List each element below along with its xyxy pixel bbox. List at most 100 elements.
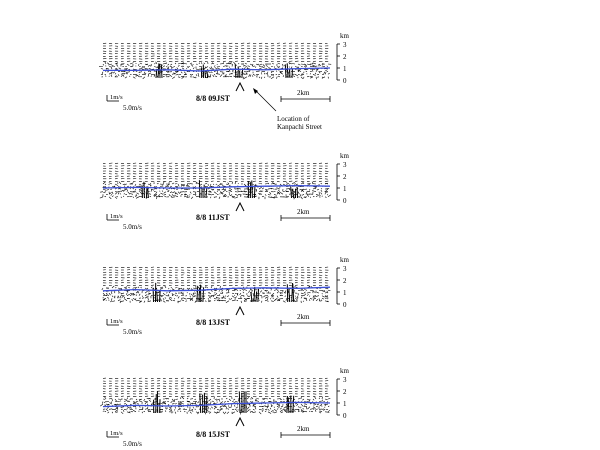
wind-vector [106,297,110,299]
wind-vector [219,183,224,185]
wind-vector [228,406,233,409]
axis-unit-label: km [340,256,350,264]
wind-vector [190,196,194,200]
wind-vector [323,71,326,74]
wind-vector [114,72,117,75]
wind-vector [218,290,221,292]
wind-vector [183,71,187,75]
wind-vector [104,61,107,65]
wind-vector [167,71,170,73]
updraft-vector [288,287,291,303]
wind-vector [160,192,164,195]
wind-vector [255,74,258,76]
wind-vector [203,62,206,65]
wind-vector [209,408,212,410]
wind-vector [321,299,323,301]
wind-vector [257,63,260,65]
street-location-marker [235,416,245,427]
wind-vector [276,404,281,407]
wind-vector [318,397,321,400]
wind-vector [316,403,320,405]
wind-vector [114,196,118,199]
wind-vector [181,67,185,70]
wind-vector [107,411,110,414]
wind-vector [105,294,107,296]
wind-vector [144,294,148,296]
wind-vector [239,292,242,296]
wind-vector [168,409,173,412]
wind-vector [320,188,323,190]
wind-vector [327,405,330,407]
wind-vector [303,63,307,65]
wind-vector [300,292,304,295]
wind-vector [278,192,281,195]
wind-vector [267,411,272,414]
wind-vector [110,74,113,77]
wind-vector [144,72,147,75]
wind-vector [243,298,248,302]
wind-vector [195,74,198,77]
wind-vector [255,400,260,402]
wind-vector [309,298,313,300]
wind-vector [293,405,296,407]
wind-vector [210,188,214,190]
wind-vector [315,194,320,196]
wind-vector [199,183,203,186]
wind-vector [228,298,230,300]
wind-vector [164,410,167,412]
wind-vector [156,66,159,68]
wind-vector [110,300,113,303]
wind-vector [120,72,125,75]
wind-vector [109,402,113,405]
wind-vector [132,410,137,413]
wind-vector [140,189,143,192]
wind-vector [225,397,228,400]
wind-vector [148,193,152,195]
wind-vector [208,300,212,303]
wind-vector [162,181,165,185]
wind-vector [305,403,308,406]
wind-vector [288,397,291,400]
wind-vector [117,70,121,72]
wind-vector [317,74,320,76]
wind-vector [137,74,140,77]
wind-vector [125,71,128,75]
wind-vector [306,194,310,197]
wind-vector [303,196,308,198]
axis-unit-label: km [340,152,350,160]
wind-vector [237,63,240,65]
wind-vector [303,291,306,294]
wind-vector [260,76,263,80]
wind-vector [327,72,330,75]
wind-vector [312,74,316,76]
wind-vector [108,63,113,66]
wind-vector [158,194,161,197]
panel-time-label: 8/8 11JST [196,213,230,222]
wind-vector [155,61,158,65]
wind-vector [263,76,266,79]
wind-vector [304,68,308,70]
wind-vector [132,188,135,190]
wind-vector [281,63,284,66]
wind-vector [174,183,178,185]
wind-vector [240,411,242,415]
wind-vector [162,62,167,65]
wind-vector [105,409,109,412]
panel-3: 0 1 2 3km 8/8 13JST 2km 1m/s5.0m/s [101,256,350,336]
wind-vector [246,70,251,72]
wind-vector [168,194,171,197]
wind-vector [240,300,242,304]
wind-vector [110,72,113,75]
wind-vector [249,411,252,413]
wind-vector [317,76,320,78]
wind-vector [147,410,152,413]
wind-vector [309,70,313,72]
wind-vector [114,67,118,70]
wind-vector [179,397,182,400]
reference-vertical-label: 1m/s [110,94,123,101]
wind-vector [142,76,146,80]
wind-vector [271,74,275,76]
wind-vector [222,295,225,298]
wind-vector [122,189,125,192]
wind-vector [324,188,330,190]
